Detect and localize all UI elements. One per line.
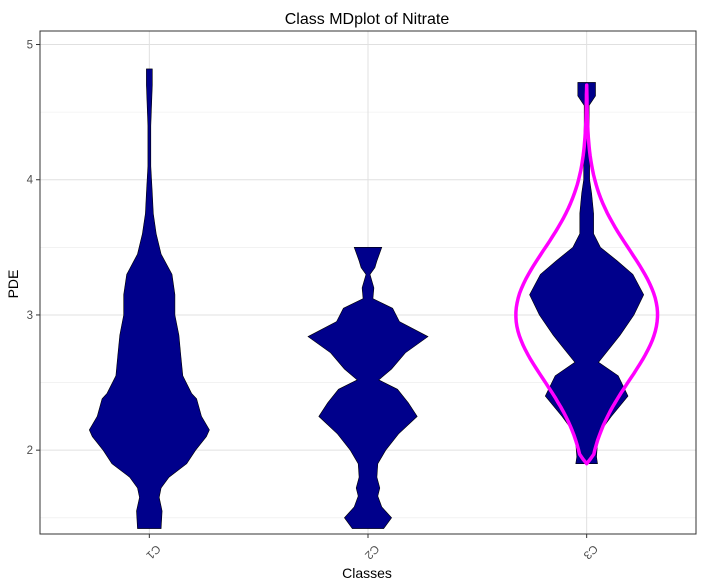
x-axis-title: Classes — [342, 565, 392, 581]
x-tick-label: C3 — [581, 542, 600, 561]
chart-title: Class MDplot of Nitrate — [285, 11, 450, 28]
violin-c2 — [307, 247, 429, 529]
plot-panel — [39, 30, 697, 535]
y-axis-title: PDE — [5, 270, 21, 299]
y-tick-label: 2 — [27, 445, 33, 457]
y-axis: 2 3 4 5 — [27, 40, 40, 457]
y-tick-label: 4 — [27, 175, 34, 187]
y-tick-label: 5 — [27, 40, 33, 52]
violin-c3 — [529, 82, 645, 465]
x-tick-label: C2 — [362, 542, 381, 561]
y-tick-label: 3 — [27, 310, 33, 322]
violin-c1 — [88, 68, 210, 529]
x-tick-label: C1 — [143, 542, 162, 561]
normal-fit-c3 — [514, 83, 660, 466]
x-axis: C1 C2 C3 — [143, 534, 600, 561]
violin-layer — [88, 68, 645, 529]
normal-fit-overlay — [514, 83, 660, 466]
